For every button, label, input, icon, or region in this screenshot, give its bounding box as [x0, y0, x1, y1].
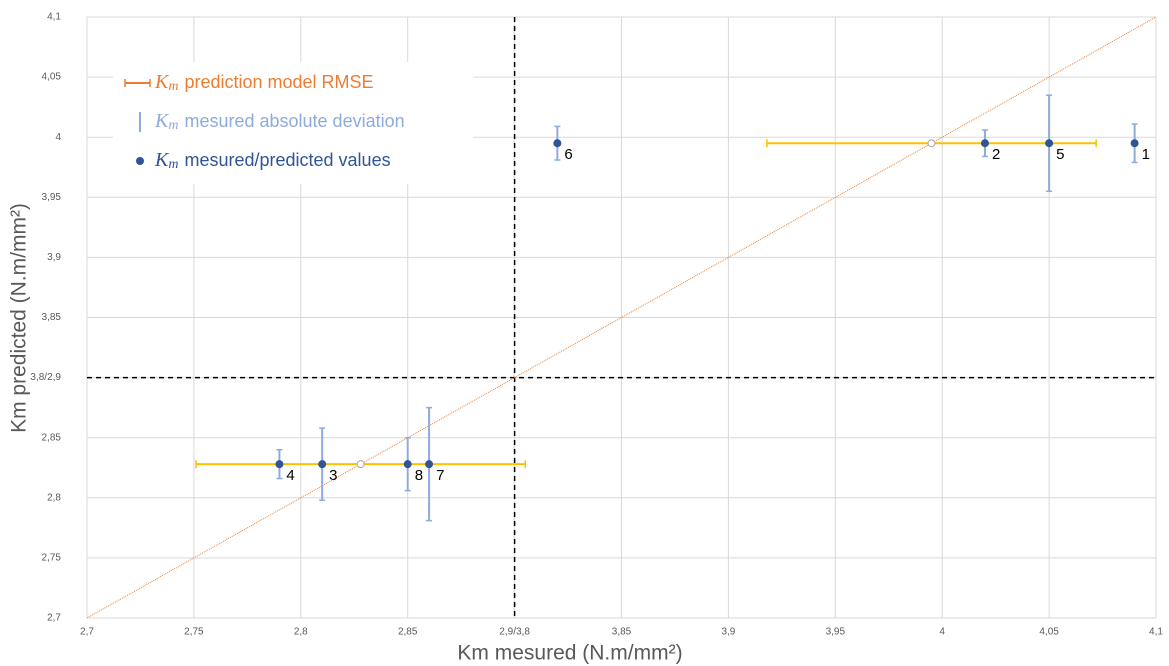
y-tick-label: 2,7	[47, 613, 61, 624]
point-label: 7	[436, 467, 444, 484]
predicted-point	[356, 460, 365, 469]
legend-symbol: K	[154, 71, 170, 93]
y-tick-label: 2,8	[47, 492, 61, 503]
y-tick-label: 3,85	[42, 312, 62, 323]
x-tick-label: 2,75	[184, 627, 204, 638]
point	[403, 460, 412, 469]
legend-symbol: K	[154, 149, 170, 171]
x-tick-label: 4,1	[1149, 627, 1163, 638]
y-tick-label: 3,8/2,9	[30, 372, 61, 383]
y-axis-title: Km predicted (N.m/mm²)	[8, 203, 31, 433]
x-tick-label: 2,7	[80, 627, 94, 638]
point-label: 1	[1142, 146, 1150, 163]
point	[553, 139, 562, 148]
point	[318, 460, 327, 469]
y-tick-label: 4,1	[47, 12, 61, 23]
y-tick-label: 2,85	[42, 432, 62, 443]
point	[425, 460, 434, 469]
point-label: 8	[415, 467, 423, 484]
point	[275, 460, 284, 469]
y-tick-label: 4,05	[42, 72, 62, 83]
legend-label: Km prediction model RMSE	[154, 71, 374, 95]
y-tick-label: 2,75	[42, 553, 62, 564]
point	[1130, 139, 1139, 148]
x-axis-title: Km mesured (N.m/mm²)	[457, 642, 682, 665]
point-label: 4	[286, 467, 294, 484]
x-tick-label: 2,85	[398, 627, 418, 638]
legend-label: Km mesured absolute deviation	[154, 110, 405, 134]
legend-text: mesured/predicted values	[184, 150, 390, 170]
legend-text: prediction model RMSE	[184, 72, 373, 92]
point-label: 2	[992, 146, 1000, 163]
x-tick-label: 3,9	[721, 627, 735, 638]
legend-symbol-sub: m	[168, 157, 178, 172]
y-tick-label: 4	[55, 132, 61, 143]
point-label: 3	[329, 467, 337, 484]
legend-symbol: K	[154, 110, 170, 132]
x-tick-label: 3,85	[612, 627, 632, 638]
legend-symbol-sub: m	[168, 118, 178, 133]
point-label: 5	[1056, 146, 1064, 163]
legend-marker	[136, 157, 144, 165]
legend-box	[113, 62, 473, 184]
x-tick-label: 2,8	[294, 627, 308, 638]
legend-symbol-sub: m	[168, 79, 178, 94]
point	[980, 139, 989, 148]
x-tick-label: 3,95	[826, 627, 846, 638]
x-tick-label: 4,05	[1039, 627, 1059, 638]
y-tick-label: 3,9	[47, 252, 61, 263]
identity-line	[86, 16, 1157, 619]
predicted-point	[927, 139, 936, 148]
legend-text: mesured absolute deviation	[184, 111, 404, 131]
point	[1045, 139, 1054, 148]
x-tick-label: 2,9/3,8	[499, 627, 530, 638]
x-tick-label: 4	[939, 627, 945, 638]
point-label: 6	[564, 146, 572, 163]
y-tick-label: 3,95	[42, 192, 62, 203]
legend-label: Km mesured/predicted values	[154, 149, 391, 173]
